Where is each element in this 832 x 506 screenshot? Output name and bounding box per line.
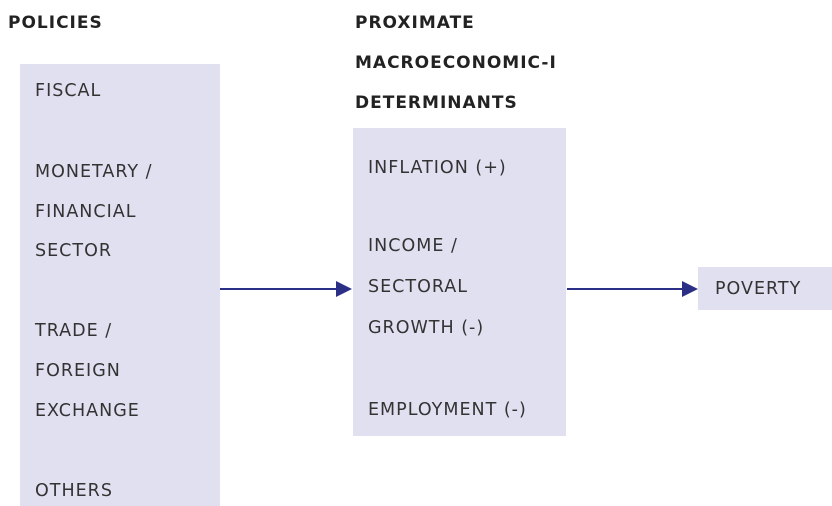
determinant-item: GROWTH (-): [368, 318, 484, 338]
outcome-box: [698, 267, 832, 310]
policy-item: FINANCIAL: [35, 202, 136, 222]
column-title: PROXIMATE: [355, 13, 475, 33]
policy-item: OTHERS: [35, 481, 113, 501]
column-title: MACROECONOMIC-I: [355, 53, 557, 73]
determinant-item: EMPLOYMENT (-): [368, 400, 527, 420]
policy-item: TRADE /: [34, 321, 112, 341]
policies-box: [20, 64, 220, 506]
arrow-head: [336, 281, 352, 297]
column-title: POLICIES: [8, 13, 103, 33]
arrow-head: [682, 281, 698, 297]
outcome-label: POVERTY: [715, 279, 801, 299]
determinant-item: SECTORAL: [368, 277, 468, 297]
policy-item: FISCAL: [35, 81, 101, 101]
policy-item: MONETARY /: [35, 162, 153, 182]
determinant-item: INFLATION (+): [368, 158, 507, 178]
policy-item: SECTOR: [35, 241, 112, 261]
column-title: DETERMINANTS: [355, 93, 518, 113]
determinants-box: [353, 128, 566, 436]
determinant-item: INCOME /: [368, 236, 458, 256]
policy-item: EXCHANGE: [35, 401, 140, 421]
policy-item: FOREIGN: [35, 361, 121, 381]
